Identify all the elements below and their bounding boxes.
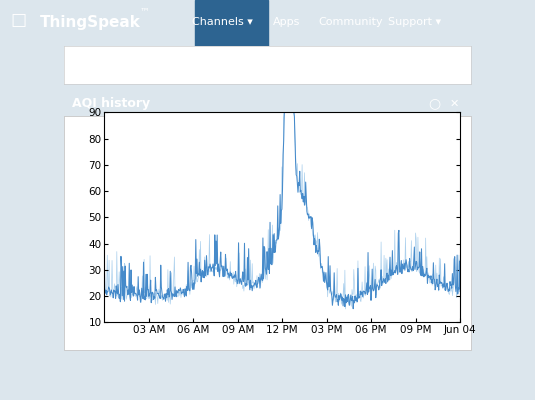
Text: ○: ○ (428, 96, 440, 110)
Text: Support ▾: Support ▾ (388, 17, 441, 27)
Text: Apps: Apps (272, 17, 300, 27)
Text: Channels ▾: Channels ▾ (192, 17, 253, 27)
Bar (195, 0, 268, 46)
Text: ™: ™ (139, 6, 149, 16)
Text: AQI history: AQI history (72, 97, 150, 110)
Text: ✕: ✕ (450, 98, 459, 108)
Text: ThingSpeak: ThingSpeak (40, 14, 141, 30)
Text: Community: Community (318, 17, 383, 27)
Text: ☐: ☐ (11, 13, 27, 31)
